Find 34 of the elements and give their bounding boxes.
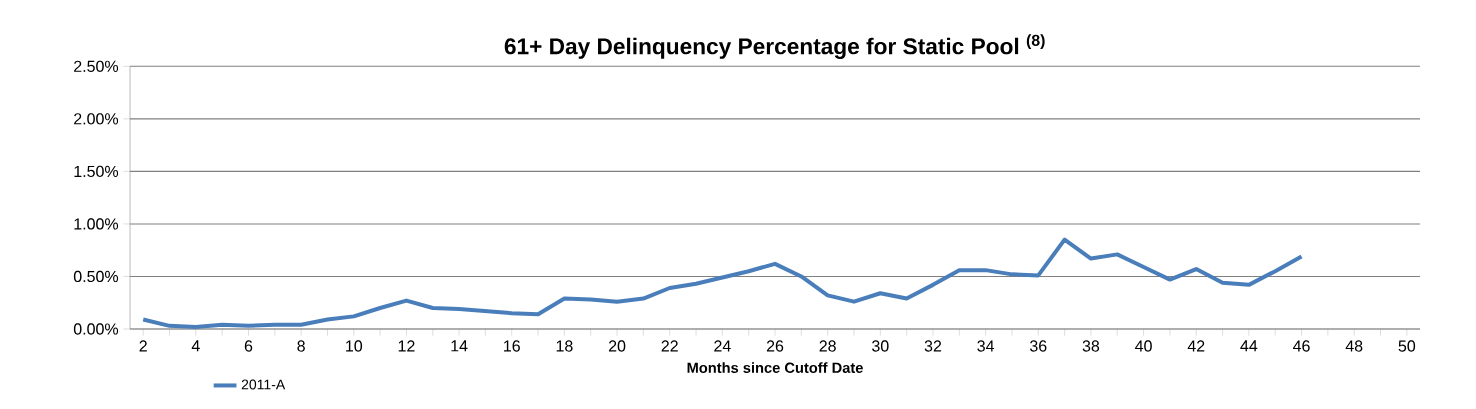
x-tick-label: 14 <box>451 340 468 352</box>
x-tick-label: 42 <box>1187 340 1205 352</box>
x-tick-label: 50 <box>1398 340 1416 352</box>
y-tick-label: 2.00% <box>74 113 119 125</box>
x-tick-label: 16 <box>504 340 520 352</box>
x-tick-label: 44 <box>1240 340 1258 352</box>
x-tick-label: 26 <box>766 340 784 352</box>
x-tick-label: 10 <box>346 340 363 352</box>
x-tick-label: 32 <box>924 340 942 352</box>
x-tick-label: 46 <box>1293 340 1310 352</box>
x-tick-label: 24 <box>714 340 731 352</box>
x-tick-label: 38 <box>1082 340 1100 352</box>
y-tick-label: 0.00% <box>73 323 119 335</box>
x-tick-label: 40 <box>1135 340 1152 352</box>
y-tick-label: 2.50% <box>74 60 119 72</box>
x-tick-label: 12 <box>398 340 415 352</box>
x-tick-label: 4 <box>191 340 200 352</box>
x-tick-label: 8 <box>297 340 305 352</box>
x-tick-label: 18 <box>556 340 573 352</box>
legend-label: 2011-A <box>241 379 286 390</box>
x-tick-label: 30 <box>872 340 889 352</box>
x-tick-label: 48 <box>1345 340 1363 352</box>
x-axis-title: Months since Cutoff Date <box>687 362 863 373</box>
y-tick-label: 1.50% <box>74 165 119 178</box>
y-tick-label: 1.00% <box>74 218 119 230</box>
x-tick-label: 20 <box>608 340 626 352</box>
x-tick-label: 28 <box>819 340 836 352</box>
x-tick-label: 6 <box>244 340 253 352</box>
chart-title: 61+ Day Delinquency Percentage for Static Pool $^{(8)}$ <box>504 34 1045 59</box>
x-tick-label: 36 <box>1029 340 1047 352</box>
y-tick-label: 0.50% <box>73 270 119 283</box>
x-tick-label: 22 <box>661 340 678 352</box>
x-tick-label: 2 <box>139 340 147 352</box>
x-tick-label: 34 <box>977 340 995 352</box>
